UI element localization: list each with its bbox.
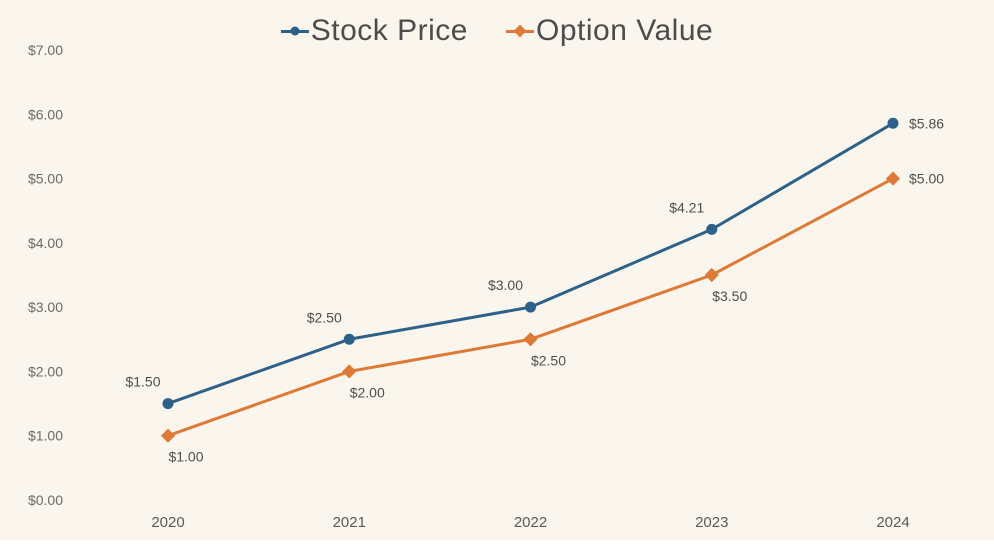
legend-label-stock-price: Stock Price [310, 14, 468, 47]
x-tick-label: 2024 [876, 514, 909, 531]
data-point-circle-icon [525, 301, 536, 313]
data-point-diamond-icon [885, 171, 901, 186]
data-point-circle-icon [162, 398, 174, 410]
y-tick-label: $5.00 [28, 171, 63, 187]
data-point-label: $4.21 [669, 199, 704, 215]
data-point-circle-icon [887, 117, 899, 129]
data-point-label: $2.00 [350, 384, 385, 400]
data-point-label: $3.00 [488, 277, 523, 293]
data-point-label: $1.00 [168, 449, 203, 465]
data-point-label: $5.00 [909, 171, 944, 187]
data-point-diamond-icon [160, 428, 176, 443]
data-point-label: $3.50 [712, 288, 747, 304]
y-tick-label: $4.00 [28, 235, 63, 251]
data-point-circle-icon [343, 333, 355, 345]
y-tick-label: $0.00 [28, 492, 63, 508]
data-point-label: $1.50 [125, 374, 160, 390]
data-point-circle-icon [706, 223, 718, 235]
chart-legend: Stock Price Option Value [0, 14, 994, 48]
y-tick-label: $3.00 [28, 299, 63, 315]
data-point-diamond-icon [704, 267, 719, 283]
data-point-diamond-icon [342, 364, 357, 379]
y-tick-label: $7.00 [28, 42, 63, 58]
option-value-line-diamond-marker-icon [505, 24, 534, 38]
x-tick-label: 2022 [514, 514, 547, 531]
x-tick-label: 2023 [695, 514, 728, 531]
legend-label-option-value: Option Value [535, 14, 714, 47]
data-point-diamond-icon [523, 332, 538, 347]
y-tick-label: $2.00 [28, 363, 63, 379]
x-tick-label: 2021 [333, 514, 366, 531]
legend-item-option-value: Option Value [505, 14, 714, 48]
x-tick-label: 2020 [151, 514, 184, 531]
data-point-label: $5.86 [909, 115, 944, 131]
data-point-label: $2.50 [531, 352, 566, 368]
stock-price-line-circle-marker-icon [280, 26, 309, 36]
y-tick-label: $1.00 [28, 428, 63, 444]
y-tick-label: $6.00 [28, 106, 63, 122]
data-point-label: $2.50 [307, 309, 342, 325]
legend-item-stock-price: Stock Price [280, 14, 468, 48]
